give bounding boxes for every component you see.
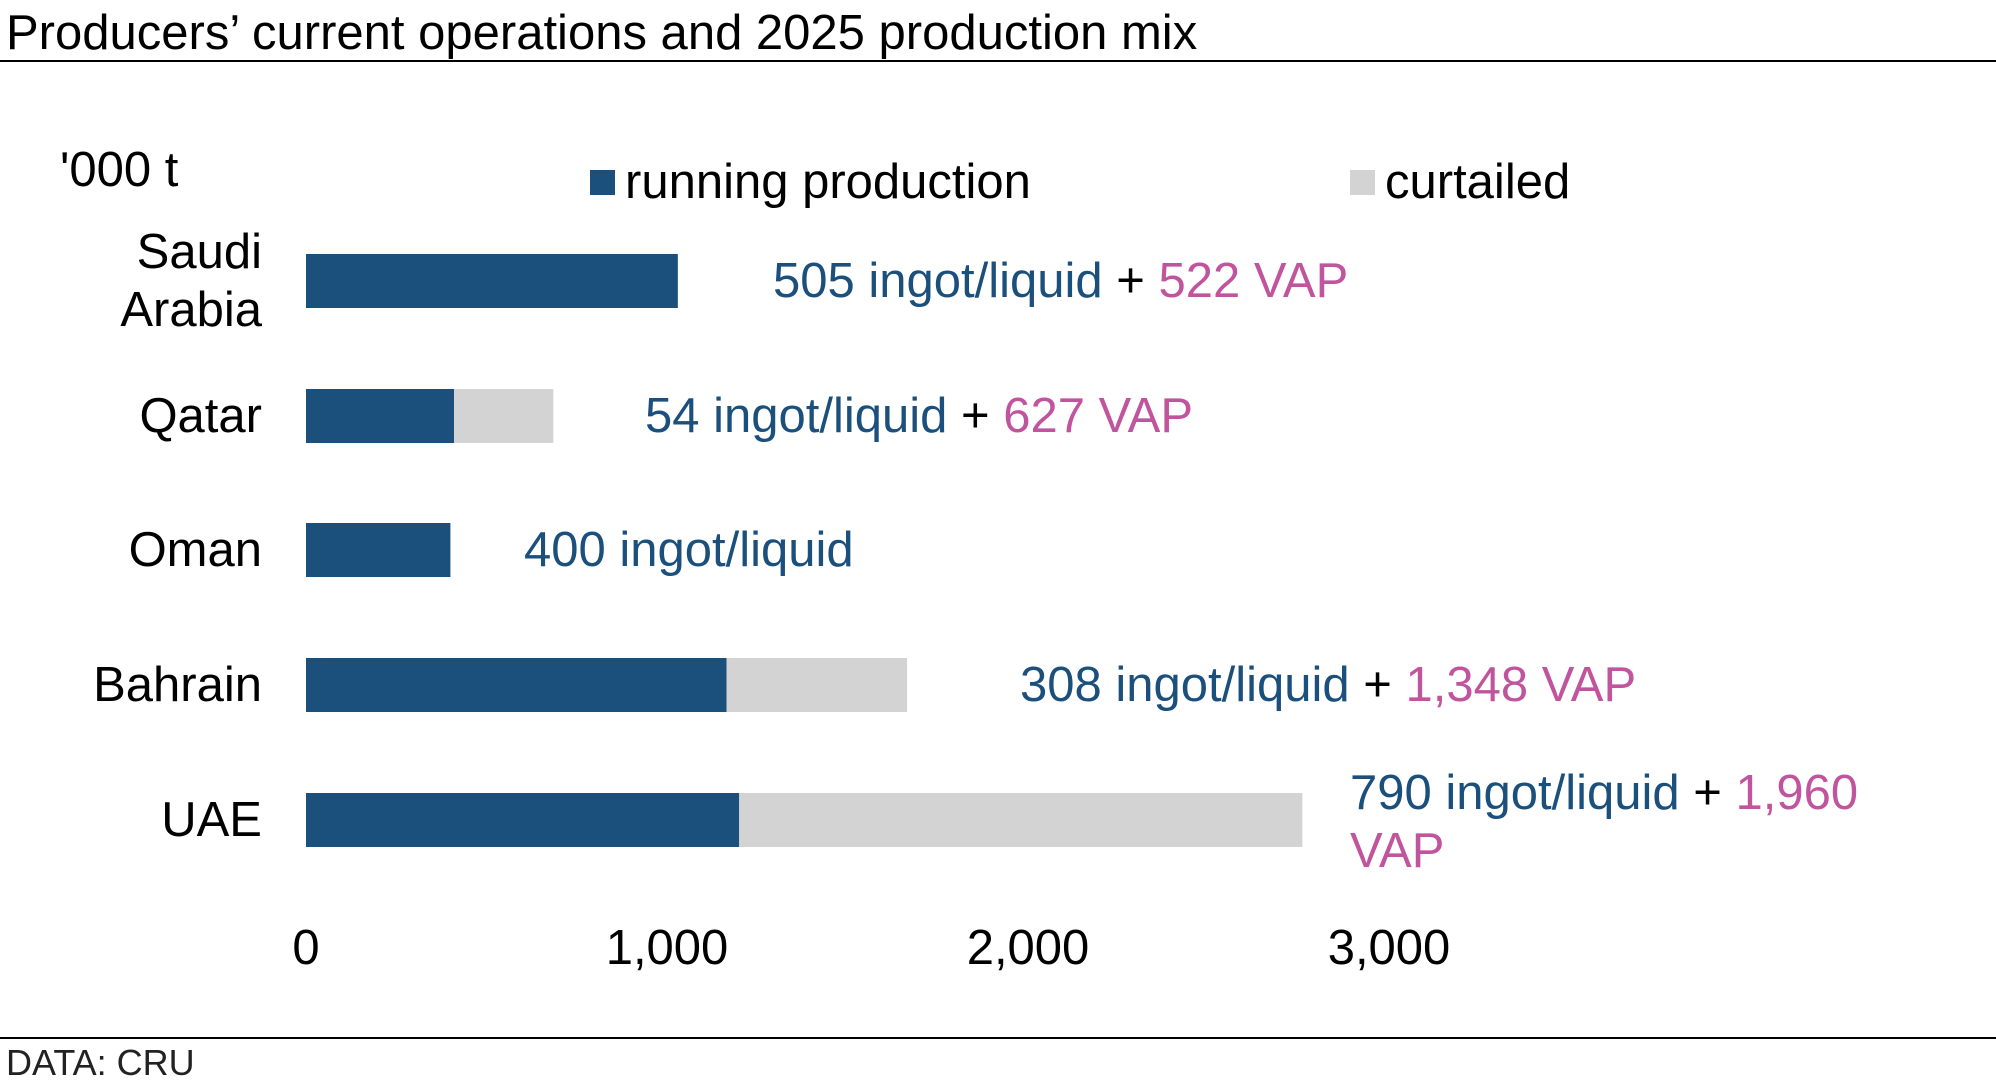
category-label-saudi-arabia: Saudi Arabia xyxy=(120,225,262,337)
bar-uae-running xyxy=(306,793,740,847)
data-label-saudi-arabia: 505 ingot/liquid + 522 VAP xyxy=(773,254,1348,308)
data-label-ingot: 790 ingot/liquid xyxy=(1350,766,1680,820)
category-label-uae: UAE xyxy=(161,793,262,847)
data-label-vap: 627 VAP xyxy=(1003,389,1193,443)
category-label-line: UAE xyxy=(161,793,262,847)
x-tick-label: 2,000 xyxy=(967,921,1090,975)
data-label-ingot: 308 ingot/liquid xyxy=(1020,658,1350,712)
chart-title: Producers’ current operations and 2025 p… xyxy=(6,6,1198,60)
data-label-plus: + xyxy=(947,389,1003,443)
legend-label-curtailed: curtailed xyxy=(1385,155,1571,209)
category-label-line: Oman xyxy=(129,523,262,577)
source-note: DATA: CRU xyxy=(6,1042,195,1083)
bar-uae-curtailed xyxy=(739,793,1303,847)
legend-swatch-running xyxy=(590,169,615,195)
data-label-vap: 1,348 VAP xyxy=(1406,658,1637,712)
legend-item-curtailed: curtailed xyxy=(1350,152,1570,212)
data-label-uae: 790 ingot/liquid + 1,960 VAP xyxy=(1350,766,1858,878)
x-tick-label: 3,000 xyxy=(1328,921,1451,975)
data-label-oman: 400 ingot/liquid xyxy=(524,523,854,577)
category-label-bahrain: Bahrain xyxy=(93,658,262,712)
bar-oman-running xyxy=(306,523,451,577)
data-label-ingot: 54 ingot/liquid xyxy=(645,389,947,443)
category-label-qatar: Qatar xyxy=(139,389,262,443)
data-label-qatar: 54 ingot/liquid + 627 VAP xyxy=(645,389,1193,443)
legend-item-running: running production xyxy=(590,152,1031,212)
bar-saudi-arabia-running xyxy=(306,254,678,308)
data-label-vap: 522 VAP xyxy=(1159,254,1349,308)
bar-bahrain-curtailed xyxy=(726,658,908,712)
data-label-vap: VAP xyxy=(1350,824,1444,878)
title-rule xyxy=(0,60,1996,62)
category-label-line: Saudi xyxy=(137,225,262,279)
category-label-line: Arabia xyxy=(120,283,262,337)
legend-label-running: running production xyxy=(625,155,1031,209)
category-label-line: Qatar xyxy=(139,389,262,443)
data-label-vap: 1,960 xyxy=(1736,766,1859,820)
unit-label: '000 t xyxy=(60,143,179,197)
data-label-bahrain: 308 ingot/liquid + 1,348 VAP xyxy=(1020,658,1636,712)
bar-qatar-curtailed xyxy=(454,389,554,443)
source-rule xyxy=(0,1037,1996,1039)
data-label-plus: + xyxy=(1680,766,1736,820)
bar-qatar-running xyxy=(306,389,455,443)
data-label-ingot: 400 ingot/liquid xyxy=(524,523,854,577)
data-label-plus: + xyxy=(1103,254,1159,308)
bar-bahrain-running xyxy=(306,658,727,712)
data-label-plus: + xyxy=(1350,658,1406,712)
legend-swatch-curtailed xyxy=(1350,169,1375,195)
category-label-oman: Oman xyxy=(129,523,262,577)
category-label-line: Bahrain xyxy=(93,658,262,712)
data-label-ingot: 505 ingot/liquid xyxy=(773,254,1103,308)
x-tick-label: 1,000 xyxy=(606,921,729,975)
x-tick-label: 0 xyxy=(292,921,319,975)
